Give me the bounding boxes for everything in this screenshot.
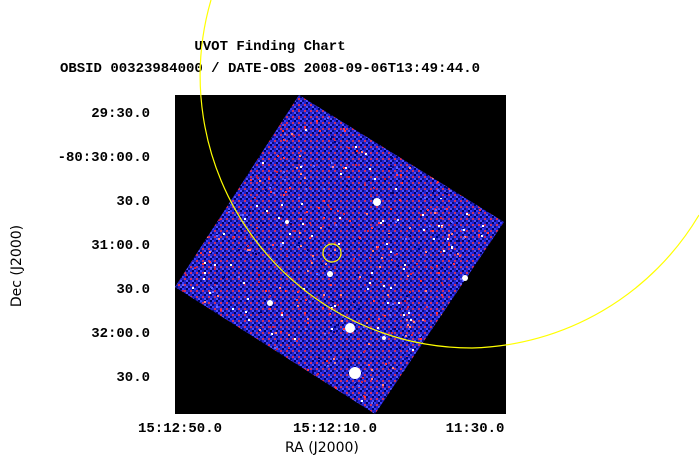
chart-subtitle: OBSID 00323984000 / DATE-OBS 2008-09-06T… [59, 61, 481, 77]
ra-axis-title: RA (J2000) [285, 440, 359, 456]
dec-tick-label: 30.0 [116, 282, 150, 298]
dec-tick-label: 32:00.0 [91, 326, 150, 342]
chart-title: UVOT Finding Chart [194, 39, 346, 55]
ra-tick-label: 15:12:10.0 [292, 421, 377, 437]
dec-tick-label: 30.0 [116, 194, 150, 210]
dec-axis-title: Dec (J2000) [9, 224, 25, 308]
dec-tick-label: -80:30:00.0 [57, 150, 150, 166]
ra-tick-label: 11:30.0 [445, 421, 505, 437]
dec-tick-label: 30.0 [116, 370, 150, 386]
xrt-error-circle [199, 0, 699, 349]
dec-tick-label: 29:30.0 [91, 106, 150, 122]
dec-tick-label: 31:00.0 [91, 238, 150, 254]
ra-tick-label: 15:12:50.0 [137, 421, 222, 437]
target-marker [322, 243, 342, 263]
bright-sources [267, 198, 468, 379]
uvot-image [175, 95, 504, 414]
